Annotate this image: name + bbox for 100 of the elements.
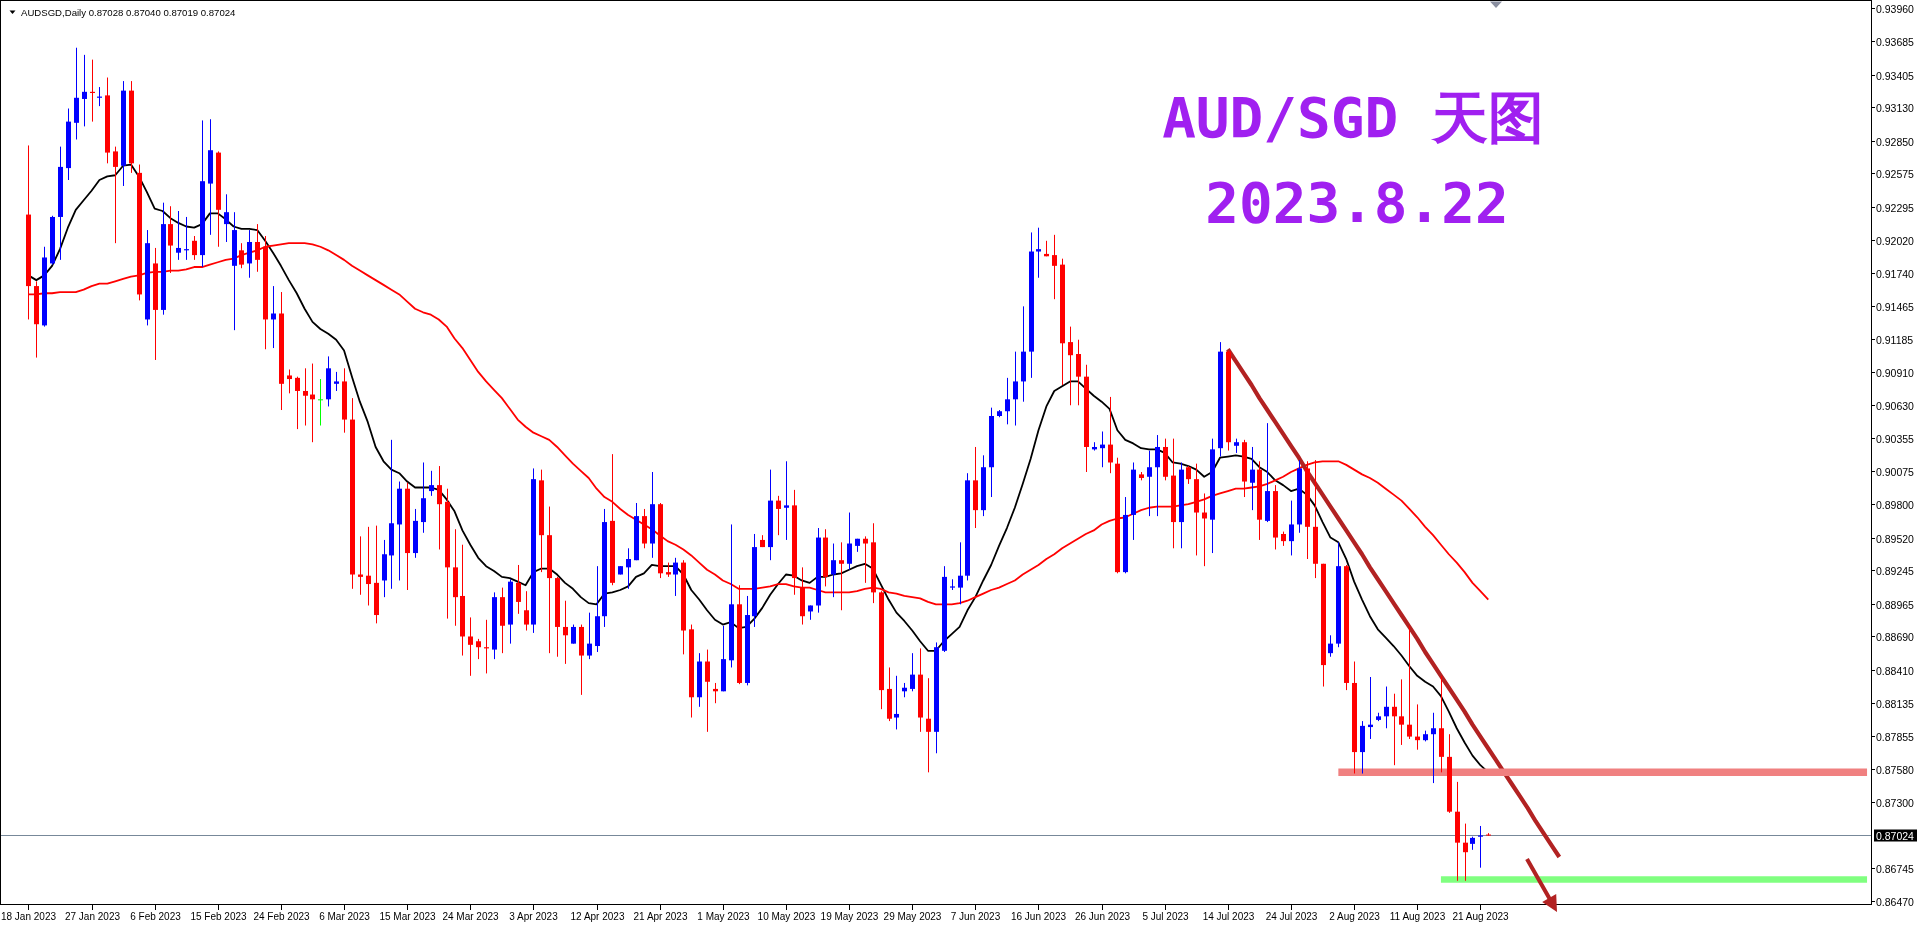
candlestick <box>1384 686 1389 729</box>
candlestick <box>468 616 473 677</box>
y-tick-label: 0.93685 <box>1876 35 1915 48</box>
candlestick <box>1013 351 1018 427</box>
candlestick <box>563 600 568 665</box>
candlestick <box>1289 500 1294 556</box>
y-tick-label: 0.90910 <box>1876 366 1915 379</box>
candlestick <box>224 193 229 243</box>
candlestick <box>910 652 915 692</box>
candlestick <box>82 54 87 127</box>
x-tick-label: 24 Jul 2023 <box>1265 911 1318 922</box>
x-tick-label: 19 May 2023 <box>820 911 879 922</box>
y-tick-label: 0.93130 <box>1876 101 1915 114</box>
x-tick-label: 6 Mar 2023 <box>319 911 371 922</box>
candlestick <box>776 495 781 536</box>
candlestick <box>1407 625 1412 740</box>
y-tick-label: 0.91185 <box>1876 333 1914 346</box>
candlestick <box>863 535 868 584</box>
y-tick-label: 0.89520 <box>1876 532 1915 545</box>
candlestick <box>524 590 529 632</box>
candlestick <box>1108 396 1113 474</box>
x-tick-label: 11 Aug 2023 <box>1389 911 1446 922</box>
y-tick-label: 0.86470 <box>1876 895 1915 908</box>
candlestick <box>705 649 710 733</box>
candlestick <box>626 547 631 590</box>
candlestick <box>1250 446 1255 511</box>
candlestick <box>176 210 181 261</box>
x-tick-label: 2 Aug 2023 <box>1329 911 1381 922</box>
candlestick <box>303 367 308 427</box>
candlestick <box>334 371 339 392</box>
y-tick-label: 0.93960 <box>1876 2 1915 15</box>
x-tick-label: 14 Jul 2023 <box>1202 911 1255 922</box>
y-tick-label: 0.89245 <box>1876 564 1915 577</box>
candlestick <box>587 612 592 660</box>
candlestick <box>1076 339 1081 406</box>
y-tick-label: 0.91465 <box>1876 300 1915 313</box>
y-tick-label: 0.90630 <box>1876 399 1915 412</box>
candlestick <box>437 465 442 550</box>
candlestick <box>894 675 899 730</box>
candlestick <box>1068 326 1073 406</box>
candlestick <box>295 376 300 430</box>
candlestick <box>516 564 521 615</box>
candlestick <box>1005 377 1010 425</box>
candlestick <box>831 543 836 598</box>
x-tick-label: 16 Jun 2023 <box>1010 911 1067 922</box>
x-tick-label: 6 Feb 2023 <box>130 911 182 922</box>
candlestick <box>1463 823 1468 882</box>
y-tick-label: 0.90075 <box>1876 465 1915 478</box>
candlestick <box>421 461 426 534</box>
candlestick <box>287 369 292 394</box>
x-tick-label: 26 Jun 2023 <box>1074 911 1131 922</box>
candlestick <box>1399 678 1404 746</box>
candlestick <box>1155 434 1160 517</box>
candlestick <box>366 526 371 606</box>
candlestick <box>476 638 481 660</box>
candlestick <box>926 677 931 773</box>
x-tick-label: 21 Aug 2023 <box>1452 911 1510 922</box>
x-tick-label: 12 Apr 2023 <box>570 911 625 922</box>
y-tick-label: 0.87300 <box>1876 796 1915 809</box>
candlestick <box>571 624 576 645</box>
x-tick-label: 24 Mar 2023 <box>442 911 500 922</box>
candlestick <box>673 557 678 597</box>
y-tick-label: 0.88410 <box>1876 664 1915 677</box>
ref-line-label: 0.87024 <box>1876 829 1915 842</box>
x-tick-label: 18 Jan 2023 <box>0 911 57 922</box>
x-tick-label: 15 Mar 2023 <box>379 911 437 922</box>
x-tick-label: 29 May 2023 <box>883 911 942 922</box>
x-tick-label: 27 Jan 2023 <box>64 911 121 922</box>
x-tick-label: 3 Apr 2023 <box>509 911 559 922</box>
y-tick-label: 0.88965 <box>1876 598 1915 611</box>
annotation: AUDSGD,Daily 0.87028 0.87040 0.87019 0.87024 <box>21 7 237 18</box>
candlestick <box>429 470 434 497</box>
y-tick-label: 0.88135 <box>1876 697 1915 710</box>
x-tick-label: 15 Feb 2023 <box>190 911 248 922</box>
candlestick <box>847 512 852 571</box>
candlestick <box>318 378 323 427</box>
y-tick-label: 0.89800 <box>1876 498 1915 511</box>
x-tick-label: 24 Feb 2023 <box>253 911 311 922</box>
candlestick <box>1147 450 1152 517</box>
x-tick-label: 21 Apr 2023 <box>633 911 688 922</box>
y-tick-label: 0.87855 <box>1876 730 1915 743</box>
candlestick <box>1036 227 1041 279</box>
candlestick <box>192 235 197 261</box>
x-tick-label: 5 Jul 2023 <box>1142 911 1190 922</box>
y-tick-label: 0.88690 <box>1876 630 1915 643</box>
y-tick-label: 0.92575 <box>1876 167 1915 180</box>
y-tick-label: 0.92295 <box>1876 201 1915 214</box>
x-tick-label: 7 Jun 2023 <box>950 911 1001 922</box>
text: AUD/SGD 天图 <box>1162 85 1544 150</box>
y-tick-label: 0.91740 <box>1876 267 1915 280</box>
candlestick <box>958 541 963 605</box>
y-tick-label: 0.93405 <box>1876 69 1915 82</box>
line-series <box>1225 347 1562 860</box>
y-tick-label: 0.92020 <box>1876 234 1915 247</box>
text: 2023.8.22 <box>1205 170 1509 235</box>
y-tick-label: 0.90355 <box>1876 432 1915 445</box>
y-tick-label: 0.92850 <box>1876 135 1915 148</box>
candlestick <box>1052 234 1057 300</box>
candlestick <box>784 460 789 541</box>
candlestick <box>1392 693 1397 766</box>
